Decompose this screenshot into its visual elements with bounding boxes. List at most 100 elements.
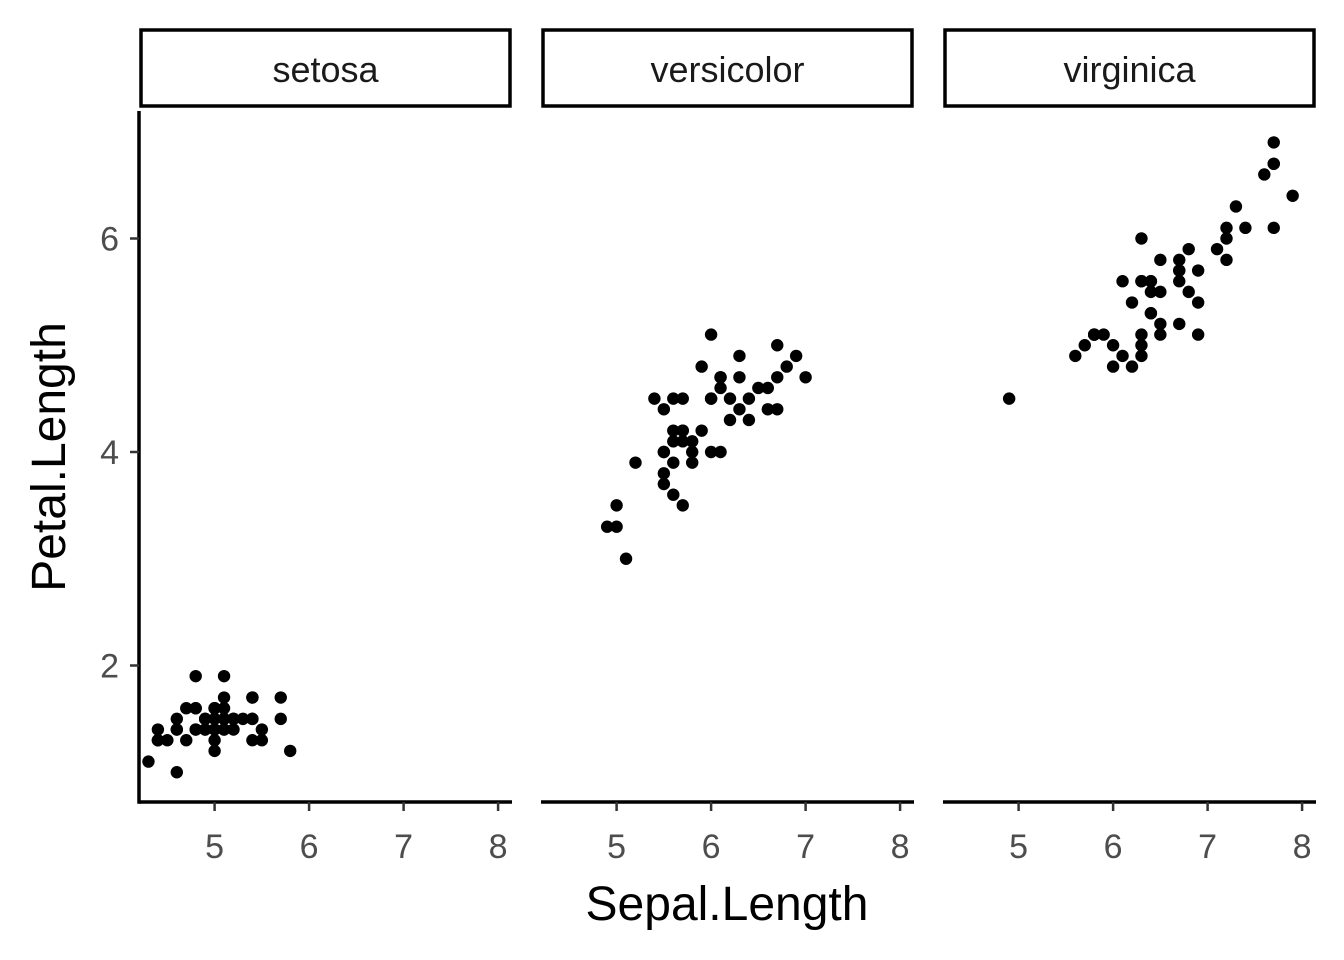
- data-point: [657, 403, 671, 416]
- data-point: [1220, 253, 1233, 267]
- data-point: [180, 734, 193, 747]
- data-point: [667, 435, 680, 448]
- data-point: [217, 702, 231, 715]
- data-point: [1154, 317, 1167, 331]
- x-tick-label: 8: [1293, 828, 1312, 866]
- data-point: [274, 691, 287, 704]
- data-point: [208, 712, 221, 726]
- data-point: [1182, 285, 1195, 299]
- data-point: [1135, 328, 1148, 341]
- data-point: [1154, 328, 1167, 341]
- data-point: [789, 349, 803, 363]
- data-point: [1069, 349, 1082, 363]
- data-point: [198, 712, 212, 726]
- data-point: [1173, 264, 1186, 277]
- data-point: [723, 413, 737, 427]
- data-point: [1002, 392, 1016, 405]
- data-point: [1220, 232, 1233, 245]
- data-point: [208, 702, 221, 715]
- data-point: [1173, 253, 1186, 267]
- data-point: [667, 392, 680, 405]
- data-point: [771, 371, 784, 384]
- data-point: [170, 723, 183, 736]
- data-point: [189, 669, 202, 683]
- x-tick-label: 8: [891, 828, 910, 866]
- data-point: [1144, 285, 1158, 299]
- data-point: [217, 712, 231, 726]
- data-point: [227, 723, 240, 736]
- x-tick-label: 6: [300, 828, 319, 866]
- data-point: [610, 499, 623, 512]
- data-point: [208, 723, 221, 736]
- data-point: [255, 723, 269, 736]
- data-point: [1286, 189, 1299, 202]
- facet-strip-box: [139, 28, 512, 108]
- data-point: [676, 392, 689, 405]
- data-point: [676, 435, 689, 448]
- data-point: [198, 723, 212, 736]
- data-point: [1125, 360, 1139, 373]
- data-point: [733, 349, 746, 363]
- y-tick-label: 6: [100, 221, 119, 259]
- data-point: [1106, 360, 1120, 373]
- data-point: [600, 520, 614, 533]
- data-point: [761, 381, 774, 395]
- data-point: [246, 691, 259, 704]
- facet-strip-setosa: setosa: [139, 28, 512, 108]
- data-point: [799, 371, 812, 384]
- data-point: [723, 392, 737, 405]
- data-point: [246, 712, 259, 726]
- data-point: [704, 392, 718, 405]
- facet-panels: 5 6 7 8 5 6 7 8 5 6 7 8: [139, 136, 1316, 866]
- facet-strip-box: [943, 28, 1316, 108]
- data-point: [714, 371, 727, 384]
- data-point: [657, 445, 671, 459]
- facet-panel-setosa: 5 6 7 8: [139, 669, 512, 866]
- data-point: [1088, 328, 1101, 341]
- data-point: [151, 734, 165, 747]
- data-point: [208, 734, 221, 747]
- x-tick-label: 6: [1104, 828, 1123, 866]
- data-point: [629, 456, 642, 469]
- data-point: [1267, 136, 1280, 149]
- data-point: [1191, 328, 1205, 341]
- data-point: [695, 424, 708, 437]
- data-point: [217, 691, 231, 704]
- data-point: [1116, 275, 1129, 288]
- data-point: [227, 712, 240, 726]
- data-point: [1220, 221, 1233, 235]
- data-point: [1116, 349, 1129, 363]
- data-point: [695, 360, 708, 373]
- data-point: [1135, 232, 1148, 245]
- data-point: [780, 360, 793, 373]
- data-point: [1239, 221, 1252, 235]
- data-point: [1210, 242, 1224, 256]
- data-point: [1173, 275, 1186, 288]
- facet-strip-box: [541, 28, 914, 108]
- data-point: [676, 499, 689, 512]
- data-point: [686, 435, 699, 448]
- data-point: [274, 712, 287, 726]
- x-tick-label: 8: [489, 828, 508, 866]
- data-point: [657, 467, 671, 480]
- data-point: [686, 456, 699, 469]
- facet-strip-virginica: virginica: [943, 28, 1316, 108]
- x-tick-label: 7: [1198, 828, 1217, 866]
- x-tick-label: 7: [796, 828, 815, 866]
- data-point: [208, 744, 221, 758]
- data-point: [667, 424, 680, 437]
- data-point: [761, 403, 774, 416]
- y-tick-label: 4: [100, 434, 119, 472]
- facet-strip-label: versicolor: [650, 49, 804, 90]
- x-tick-label: 5: [1009, 828, 1028, 866]
- data-point: [246, 734, 259, 747]
- y-axis-title: Petal.Length: [23, 322, 76, 592]
- data-point: [1125, 296, 1139, 309]
- data-point: [1135, 275, 1148, 288]
- data-point: [676, 424, 689, 437]
- data-point: [142, 755, 155, 768]
- data-point: [619, 552, 633, 565]
- data-point: [217, 723, 231, 736]
- data-point: [686, 445, 699, 459]
